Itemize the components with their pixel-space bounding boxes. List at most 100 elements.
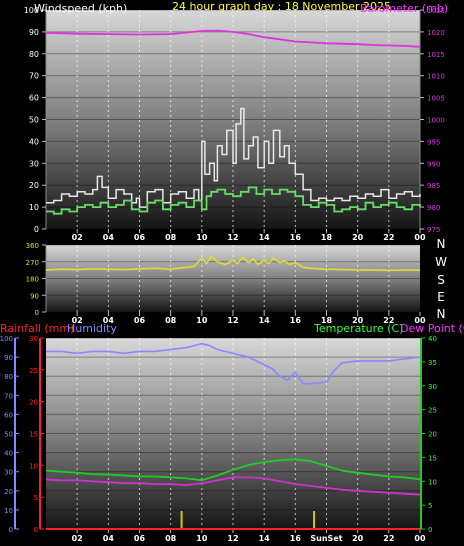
humidity-tick-label: 50 (4, 431, 13, 439)
compass-letter: N (437, 237, 446, 251)
left-tick-label: 20 (29, 181, 39, 190)
temperature-axis-label: Temperature (C) (313, 322, 403, 335)
x-tick-label: 00 (414, 316, 426, 325)
rain-tick-label: 20 (29, 399, 38, 407)
humidity-tick-label: 40 (4, 450, 13, 458)
temp-tick-label: 10 (428, 478, 437, 486)
x-tick-label: 14 (259, 233, 271, 242)
x-tick-label: 04 (103, 534, 115, 543)
direction-tick-label: 90 (30, 292, 39, 300)
humidity-tick-label: 0 (9, 526, 13, 534)
compass-letter: S (437, 273, 445, 287)
left-tick-label: 80 (29, 50, 39, 59)
x-tick-label: 10 (196, 316, 208, 325)
compass-letter: N (437, 307, 446, 321)
compass-letter: W (435, 255, 447, 269)
temp-tick-label: 30 (428, 383, 437, 391)
temp-tick-label: 40 (428, 335, 437, 343)
humidity-tick-label: 10 (4, 507, 13, 515)
left-tick-label: 50 (29, 116, 39, 125)
left-tick-label: 0 (34, 225, 39, 234)
right-tick-label: 985 (427, 182, 440, 190)
temp-humidity-panel: 0 10 20 30 40 50 60 70 80 90 100 0 5 10 15 20 25 30 0 5 10… (0, 322, 464, 543)
humidity-tick-label: 100 (0, 335, 13, 343)
right-tick-label: 1020 (427, 29, 445, 37)
right-tick-label: 980 (427, 204, 440, 212)
x-tick-label: 18 (321, 316, 333, 325)
right-axis-label: Barometer (mb) (360, 2, 448, 15)
x-tick-label: 02 (72, 534, 83, 543)
rain-tick-label: 25 (29, 367, 38, 375)
right-tick-label: 1010 (427, 73, 445, 81)
avg-wind-line (46, 186, 421, 215)
temp-tick-label: 20 (428, 431, 437, 439)
compass-letter: E (437, 290, 445, 304)
right-tick-label: 1005 (427, 95, 445, 103)
x-tick-label: 04 (103, 316, 115, 325)
x-tick-label: 14 (259, 316, 271, 325)
direction-line (45, 255, 420, 272)
right-tick-label: 975 (427, 226, 440, 234)
chart-title: 24 hour graph day : 18 November 2025 (172, 0, 391, 13)
x-tick-label: 10 (196, 233, 208, 242)
x-tick-label: 20 (352, 233, 364, 242)
temperature-line (45, 458, 421, 482)
humidity-axis-label: Humidity (67, 322, 117, 335)
temp-tick-label: 35 (428, 359, 437, 367)
rain-tick-label: 5 (34, 494, 38, 502)
x-tick-label: 22 (383, 233, 394, 242)
x-tick-label: 08 (165, 534, 177, 543)
left-axis-label: Windspeed (kph) (34, 2, 127, 15)
humidity-tick-label: 30 (4, 469, 13, 477)
x-tick-label: 20 (352, 316, 364, 325)
right-tick-label: 1015 (427, 51, 445, 59)
x-tick-label: 10 (196, 534, 208, 543)
right-tick-label: 1000 (427, 117, 445, 125)
left-tick-label: 30 (29, 159, 39, 168)
left-tick-label: 40 (29, 137, 39, 146)
x-tick-label: 08 (165, 316, 177, 325)
pressure-line (45, 29, 421, 48)
x-tick-label: 22 (383, 534, 394, 543)
x-tick-label: SunSet (310, 534, 342, 543)
humidity-tick-label: 60 (4, 411, 13, 419)
x-tick-label: 16 (290, 316, 302, 325)
right-tick-label: 995 (427, 138, 440, 146)
humidity-tick-label: 80 (4, 373, 13, 381)
x-tick-label: 06 (134, 534, 146, 543)
x-tick-label: 02 (72, 233, 83, 242)
x-tick-label: 14 (259, 534, 271, 543)
dew-point-line (45, 476, 421, 496)
direction-tick-label: 180 (26, 276, 39, 284)
right-tick-label: 1025 (427, 7, 445, 15)
left-tick-label: 60 (29, 94, 39, 103)
x-tick-label: 12 (227, 534, 238, 543)
x-tick-label: 12 (227, 316, 238, 325)
x-tick-label: 20 (352, 534, 364, 543)
humidity-tick-label: 90 (4, 354, 13, 362)
x-tick-label: 06 (134, 316, 146, 325)
left-tick-label: 10 (29, 203, 39, 212)
x-tick-label: 04 (103, 233, 115, 242)
dew-point-axis-label: Dew Point (C) (400, 322, 464, 335)
rain-tick-label: 0 (34, 526, 38, 534)
right-tick-label: 990 (427, 160, 440, 168)
direction-tick-label: 270 (26, 259, 39, 267)
temp-tick-label: 0 (428, 526, 432, 534)
temp-tick-label: 25 (428, 407, 437, 415)
rain-tick-label: 10 (29, 462, 38, 470)
rainfall-axis-label: Rainfall (mm) (0, 322, 74, 335)
temp-tick-label: 15 (428, 454, 437, 462)
left-tick-label: 100 (24, 6, 39, 15)
x-tick-label: 18 (321, 233, 333, 242)
humidity-tick-label: 70 (4, 392, 13, 400)
x-tick-label: 06 (134, 233, 146, 242)
x-tick-label: 22 (383, 316, 394, 325)
humidity-line (46, 342, 421, 385)
gust-line (46, 107, 421, 208)
x-tick-label: 00 (414, 534, 426, 543)
humidity-tick-label: 20 (4, 488, 13, 496)
temp-tick-label: 5 (428, 502, 432, 510)
